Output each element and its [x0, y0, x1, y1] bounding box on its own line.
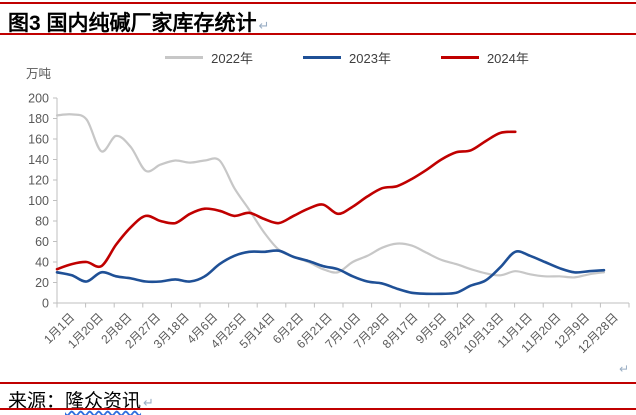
- legend-label-2022: 2022年: [211, 51, 254, 66]
- legend-item-2022: 2022年: [165, 48, 253, 67]
- legend-label-2024: 2024年: [486, 51, 529, 66]
- source-line: 来源：隆众资讯 ↵: [8, 386, 154, 413]
- legend-item-2024: 2024年: [440, 48, 529, 67]
- svg-text:80: 80: [35, 215, 49, 229]
- chart-legend: 2022年 2023年 2024年: [0, 48, 636, 67]
- svg-text:0: 0: [42, 297, 49, 311]
- figure-title-text: 图3 国内纯碱厂家库存统计: [8, 12, 257, 35]
- y-axis-unit-label: 万吨: [26, 67, 52, 81]
- paragraph-return-icon: ↵: [143, 395, 154, 410]
- svg-text:180: 180: [28, 112, 49, 126]
- series-line-2022年: [55, 113, 606, 279]
- title-underline-rule: [0, 33, 636, 35]
- paragraph-return-icon: ↵: [619, 362, 630, 376]
- source-prefix: 来源：: [8, 391, 66, 412]
- svg-text:60: 60: [35, 235, 49, 249]
- svg-text:120: 120: [28, 174, 49, 188]
- top-red-rule: [0, 2, 636, 4]
- source-top-red-rule: [0, 382, 636, 384]
- svg-text:140: 140: [28, 153, 49, 167]
- svg-text:40: 40: [35, 256, 49, 270]
- figure-title: 图3 国内纯碱厂家库存统计 ↵: [8, 7, 269, 37]
- legend-line-swatch-2024: [440, 56, 479, 59]
- paragraph-return-icon: ↵: [258, 18, 270, 33]
- svg-text:160: 160: [28, 133, 49, 147]
- svg-text:100: 100: [28, 194, 49, 208]
- y-axis-tick-labels: 0 20 40 60 80 100 120 140 160 180 200: [28, 92, 49, 311]
- series-line-2024年: [55, 130, 517, 271]
- legend-line-swatch-2023: [303, 56, 342, 59]
- inventory-line-chart: 0 20 40 60 80 100 120 140 160 180 200 1月1日1月20日2月8日…: [28, 92, 630, 356]
- source-name: 隆众资讯: [65, 391, 142, 412]
- svg-text:200: 200: [28, 92, 49, 106]
- legend-label-2023: 2023年: [349, 51, 391, 66]
- bottom-red-rule: [0, 408, 636, 410]
- svg-text:20: 20: [35, 276, 49, 290]
- series-line-2023年: [55, 249, 606, 296]
- legend-line-swatch-2022: [165, 56, 204, 59]
- legend-item-2023: 2023年: [303, 48, 391, 67]
- x-axis-tick-labels: 1月1日1月20日2月8日2月27日3月18日4月6日4月25日5月14日6月2…: [41, 310, 621, 356]
- chart-area: 0 20 40 60 80 100 120 140 160 180 200 1月1日 1月20日 2月8日…: [0, 78, 636, 380]
